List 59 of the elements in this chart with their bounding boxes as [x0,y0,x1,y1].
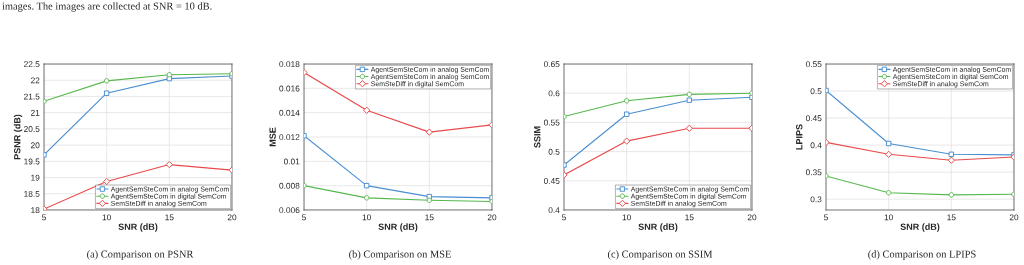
y-tick-label: 0.55 [805,61,822,68]
text: (a) Comparison on PSNR [87,250,194,260]
y-tick-label: 0.006 [279,207,300,214]
x-tick-label: 20 [487,214,497,221]
x-tick-label: 15 [685,214,694,221]
text: images. The images are collected at SNR = 10 dB. [2,2,212,12]
text: (d) Comparison on LPIPS [868,250,976,260]
y-axis-title: MSE [269,127,276,147]
y-tick-label: 22 [30,77,40,84]
y-tick-label: 18.5 [24,190,40,197]
y-tick-label: 0.5 [548,148,560,155]
y-tick-label: 0.55 [543,119,560,126]
x-tick-label: 20 [227,214,237,221]
y-tick-label: 20.5 [24,126,40,132]
x-tick-label: 10 [884,214,893,221]
y-axis-title: PSNR (dB) [13,114,23,160]
y-tick-label: 0.014 [279,109,300,116]
y-tick-label: 0.45 [543,178,560,184]
y-tick-label: 0.4 [548,207,560,214]
y-tick-label: 0.016 [279,85,300,92]
x-tick-label: 5 [824,214,828,221]
x-tick-label: 20 [747,214,757,221]
x-tick-label: 5 [562,214,566,221]
y-tick-label: 21.5 [24,93,40,100]
x-tick-label: 10 [622,214,631,221]
text: (b) Comparison on MSE [349,250,451,260]
y-tick-label: 0.01 [283,158,300,165]
y-tick-label: 22.5 [24,61,40,68]
y-tick-label: 0.6 [548,90,560,97]
y-tick-label: 0.45 [805,115,822,122]
y-tick-label: 0.4 [810,142,822,149]
x-axis-title: SNR (dB) [378,223,418,232]
x-tick-label: 15 [165,214,174,221]
y-tick-label: 18 [31,207,40,214]
y-axis-title: SSIM [534,126,541,148]
text: (c) Comparison on SSIM [607,250,713,260]
y-tick-label: 19.5 [24,158,40,165]
y-tick-label: 0.008 [279,182,300,189]
x-tick-label: 5 [42,214,46,221]
y-tick-label: 0.35 [805,169,822,176]
y-tick-label: 0.018 [279,61,300,68]
x-tick-label: 15 [947,214,956,221]
x-axis-title: SNR (dB) [638,223,678,232]
x-axis-title: SNR (dB) [900,223,940,232]
y-tick-label: 20 [30,142,40,149]
y-tick-label: 21 [30,109,40,116]
line-series [826,173,1014,198]
y-tick-label: 0.65 [543,61,560,68]
x-tick-label: 10 [102,214,111,221]
x-tick-label: 15 [425,214,434,221]
y-axis-title: LPIPS [796,124,803,150]
x-tick-label: 10 [362,214,371,221]
x-tick-label: 5 [302,214,306,221]
x-axis-title: SNR (dB) [118,223,158,232]
y-tick-label: 0.5 [810,88,822,95]
y-tick-label: 19 [31,174,40,181]
x-tick-label: 20 [1009,214,1019,221]
y-tick-label: 0.3 [810,196,822,203]
y-tick-label: 0.012 [279,134,300,141]
